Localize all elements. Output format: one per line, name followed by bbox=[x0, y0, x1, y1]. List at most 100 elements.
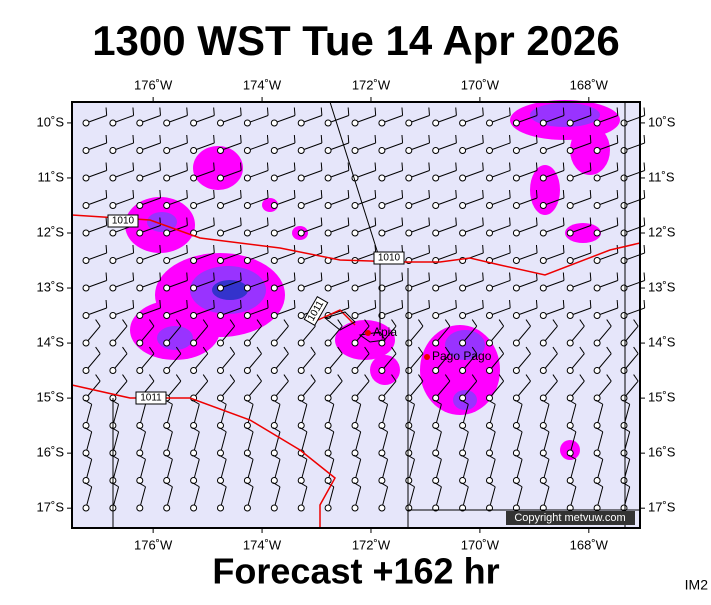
barb-flag bbox=[401, 189, 404, 199]
barb-flag bbox=[347, 134, 350, 144]
barb-staff bbox=[85, 325, 101, 344]
barb-flag bbox=[589, 244, 592, 254]
barb-station bbox=[512, 174, 520, 182]
barb-staff bbox=[408, 353, 424, 371]
barb-staff bbox=[435, 115, 457, 124]
barb-staff bbox=[112, 486, 120, 509]
barb-flag bbox=[482, 299, 484, 309]
barb-flag bbox=[380, 454, 388, 460]
barb-flag bbox=[283, 374, 289, 382]
barb-station bbox=[512, 257, 520, 264]
barb-station bbox=[243, 312, 251, 319]
lat-label: 13˚S bbox=[37, 279, 65, 294]
barb-staff bbox=[247, 225, 269, 234]
barb-staff bbox=[112, 325, 128, 344]
barb-station bbox=[243, 284, 251, 292]
isobar-labels: 1010 1010 1011 1011 bbox=[107, 214, 405, 405]
barb-staff bbox=[327, 486, 335, 509]
barb-staff bbox=[462, 307, 484, 316]
barb-staff bbox=[112, 307, 134, 316]
barb-flag bbox=[455, 189, 457, 199]
lat-label: 16˚S bbox=[648, 445, 676, 460]
lat-label: 11˚S bbox=[648, 169, 675, 184]
barb-flag bbox=[132, 299, 135, 309]
barb-station bbox=[297, 257, 305, 264]
barb-station bbox=[297, 367, 305, 374]
barb-station bbox=[243, 202, 251, 209]
barb-station bbox=[432, 477, 440, 484]
barb-station bbox=[566, 477, 574, 484]
barb-staff bbox=[543, 280, 565, 289]
barb-flag bbox=[310, 346, 316, 354]
barb-staff bbox=[193, 225, 215, 234]
barb-station bbox=[243, 394, 251, 402]
barb-station bbox=[190, 174, 198, 182]
barb-flag bbox=[213, 217, 215, 226]
barb-flag bbox=[219, 454, 227, 460]
barb-staff bbox=[327, 353, 343, 371]
barb-station bbox=[190, 477, 198, 484]
barb-station bbox=[539, 284, 547, 292]
barb-staff bbox=[354, 252, 376, 261]
barb-station bbox=[217, 312, 224, 319]
barb-flag bbox=[461, 399, 469, 405]
barb-station bbox=[243, 477, 251, 484]
barb-staff bbox=[166, 115, 188, 124]
barb-staff bbox=[489, 225, 511, 234]
barb-flag bbox=[132, 162, 135, 171]
barb-flag bbox=[374, 107, 377, 116]
barb-flag bbox=[407, 399, 415, 405]
barb-staff bbox=[247, 115, 269, 124]
barb-station bbox=[190, 504, 198, 512]
barb-station bbox=[136, 339, 144, 347]
barb-flag bbox=[337, 374, 343, 382]
barb-station bbox=[190, 422, 198, 429]
barb-staff bbox=[596, 459, 604, 481]
barb-staff bbox=[569, 459, 577, 481]
barb-flag bbox=[229, 319, 236, 327]
barb-station bbox=[351, 477, 359, 484]
title: 1300 WST Tue 14 Apr 2026 bbox=[92, 17, 620, 64]
barb-station bbox=[539, 339, 547, 347]
barb-station bbox=[620, 312, 628, 319]
barb-station bbox=[297, 339, 305, 347]
barb-flag bbox=[132, 244, 135, 254]
barb-staff bbox=[327, 459, 335, 481]
barb-station bbox=[82, 174, 90, 182]
barb-staff bbox=[193, 115, 215, 124]
barb-flag bbox=[320, 162, 323, 171]
barb-flag bbox=[498, 319, 505, 327]
barb-staff bbox=[274, 225, 296, 234]
barb-flag bbox=[488, 454, 496, 460]
barb-flag bbox=[272, 482, 281, 488]
barb-staff bbox=[542, 380, 558, 399]
barb-flag bbox=[165, 427, 173, 433]
barb-staff bbox=[166, 280, 188, 289]
barb-flag bbox=[562, 189, 565, 199]
barb-flag bbox=[175, 374, 182, 382]
barb-flag bbox=[326, 454, 335, 460]
barb-station bbox=[486, 477, 493, 484]
barb-flag bbox=[434, 454, 442, 460]
barb-station bbox=[539, 257, 547, 264]
barb-flag bbox=[159, 244, 161, 254]
barb-staff bbox=[301, 142, 323, 151]
barb-staff bbox=[85, 115, 107, 124]
barb-staff bbox=[596, 307, 618, 316]
barb-staff bbox=[327, 142, 349, 151]
barb-station bbox=[620, 477, 628, 484]
barb-station bbox=[566, 257, 574, 264]
barb-station bbox=[405, 367, 413, 374]
barb-flag bbox=[471, 374, 478, 382]
barb-staff bbox=[327, 404, 335, 426]
barb-staff bbox=[543, 225, 565, 234]
barb-staff bbox=[489, 404, 496, 426]
barb-station bbox=[217, 449, 224, 457]
barb-station bbox=[486, 312, 493, 319]
barb-flag bbox=[186, 189, 188, 199]
barb-flag bbox=[525, 374, 531, 382]
barb-flag bbox=[132, 107, 135, 116]
barb-staff bbox=[542, 325, 558, 344]
barb-flag bbox=[213, 162, 215, 171]
barb-staff bbox=[408, 486, 415, 509]
